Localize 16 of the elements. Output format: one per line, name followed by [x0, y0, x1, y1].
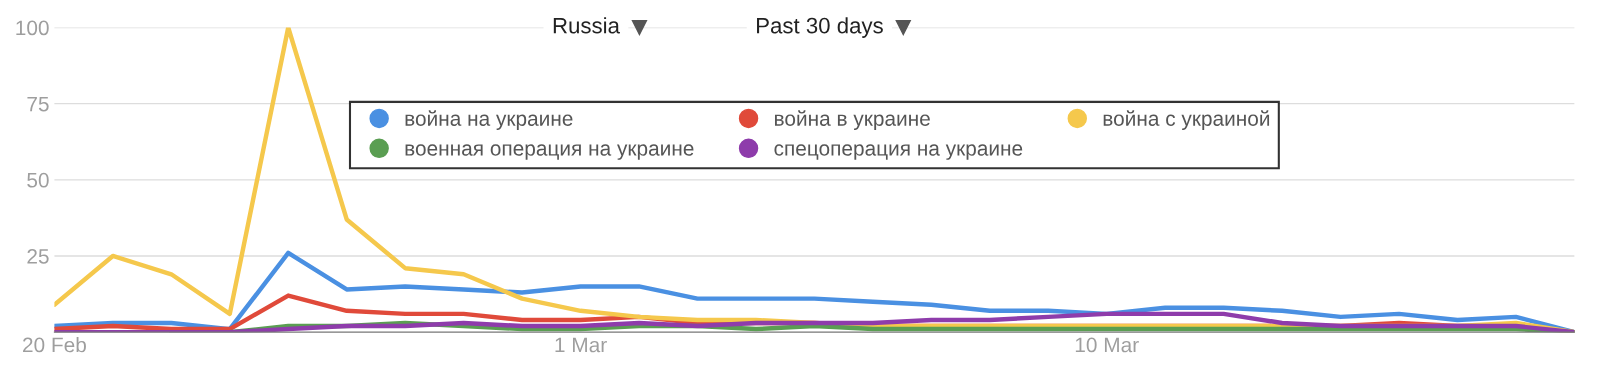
y-tick-label: 50 [27, 172, 49, 188]
legend-label: война на украине [405, 110, 573, 131]
line-series [54, 250, 1575, 333]
legend-label: война с украиной [1103, 110, 1270, 131]
legend-label: война в украине [775, 110, 930, 131]
annotation: Past 30 days [757, 17, 883, 38]
y-tick-label: 75 [27, 96, 49, 112]
x-tick-label: 10 Mar [1075, 337, 1139, 353]
y-tick-label: 100 [16, 20, 49, 36]
x-tick-label: 1 Mar [555, 337, 607, 353]
line-series [54, 311, 1575, 333]
y-tick-label: 25 [27, 248, 49, 264]
legend-label: спецоперация на украине [774, 144, 1023, 160]
legend-label: военная операция на украине [405, 144, 694, 160]
x-tick-label: 20 Feb [23, 337, 86, 353]
annotation: Russia [553, 17, 620, 34]
